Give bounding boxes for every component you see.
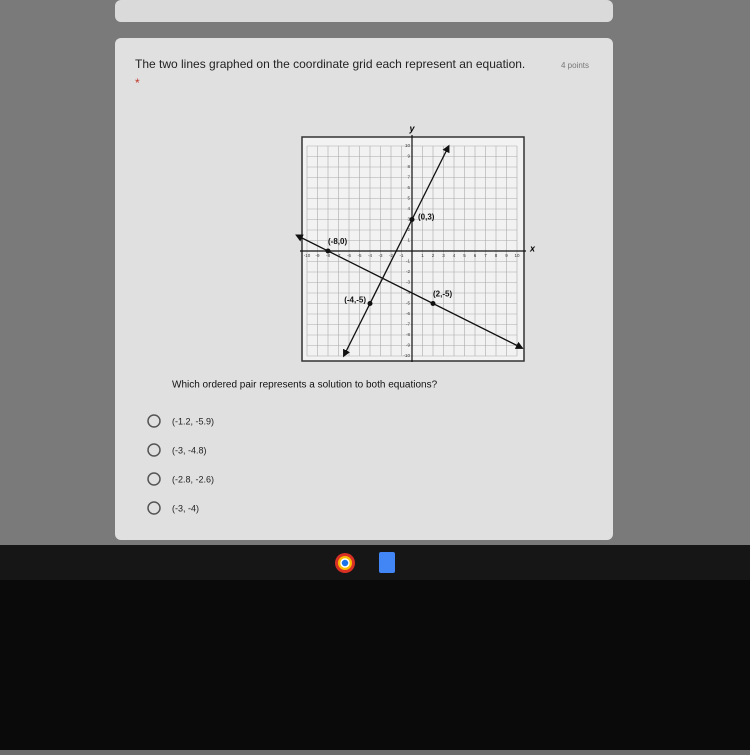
y-tick-label: -2 — [406, 269, 410, 274]
y-tick-label: -5 — [406, 301, 410, 306]
previous-card — [115, 0, 613, 22]
radio-button[interactable] — [147, 443, 161, 457]
option-label[interactable]: (-3, -4.8) — [172, 445, 207, 455]
point — [409, 217, 415, 222]
y-tick-label: -3 — [406, 280, 410, 285]
y-tick-label: -9 — [406, 343, 410, 348]
radio-button[interactable] — [147, 414, 161, 428]
option-label[interactable]: (-1.2, -5.9) — [172, 416, 214, 426]
y-tick-label: -8 — [406, 332, 410, 337]
y-tick-label: -10 — [403, 353, 410, 358]
y-tick-label: -6 — [406, 311, 410, 316]
y-axis-label: y — [408, 123, 415, 133]
y-tick-label: -7 — [406, 322, 410, 327]
x-tick-label: -6 — [347, 253, 351, 258]
x-tick-label: -5 — [357, 253, 361, 258]
required-mark: * — [135, 76, 140, 90]
chrome-icon-center — [340, 558, 350, 568]
option-label[interactable]: (-3, -4) — [172, 503, 199, 513]
x-tick-label: -10 — [304, 253, 311, 258]
x-tick-label: -3 — [378, 253, 382, 258]
x-tick-label: -8 — [326, 253, 330, 258]
graph-frame — [301, 136, 525, 362]
points: 4 points — [561, 61, 589, 70]
y-tick-label: 10 — [405, 143, 411, 148]
point — [367, 301, 373, 306]
point-label: (2,-5) — [433, 290, 452, 299]
radio-button[interactable] — [147, 472, 161, 486]
x-axis-label: x — [529, 243, 536, 253]
question-title: The two lines graphed on the coordinate … — [135, 57, 525, 71]
x-tick-label: 10 — [514, 253, 520, 258]
point — [430, 301, 436, 306]
point-label: (0,3) — [418, 213, 435, 222]
shelf — [0, 545, 750, 580]
y-tick-label: -1 — [406, 259, 410, 264]
x-tick-label: -4 — [368, 253, 372, 258]
point — [325, 248, 331, 254]
line-b — [295, 234, 524, 349]
point-label: (-4,-5) — [344, 296, 366, 305]
prompt: Which ordered pair represents a solution… — [172, 380, 438, 391]
x-tick-label: -9 — [315, 253, 319, 258]
option-label[interactable]: (-2.8, -2.6) — [172, 474, 214, 484]
point-label: (-8,0) — [328, 237, 347, 246]
docs-icon[interactable] — [379, 552, 395, 573]
graph: xy-10-10-9-9-8-8-7-7-6-6-5-5-4-4-3-3-2-2… — [295, 123, 536, 362]
x-tick-label: -1 — [399, 253, 403, 258]
radio-button[interactable] — [147, 501, 161, 515]
